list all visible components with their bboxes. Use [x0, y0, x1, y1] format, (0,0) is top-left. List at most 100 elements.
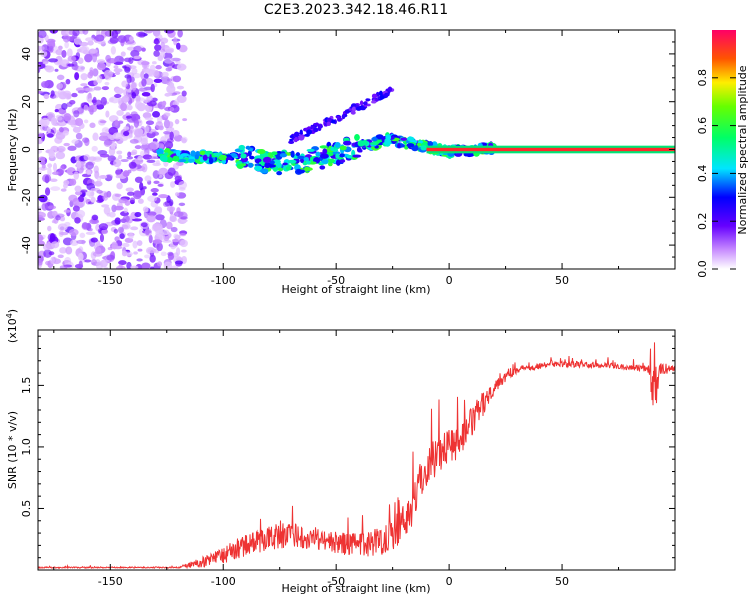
- noise-blob: [167, 167, 176, 176]
- noise-blob: [180, 249, 187, 253]
- track-blob: [385, 134, 392, 141]
- track-blob: [262, 156, 272, 164]
- noise-blob: [131, 92, 137, 99]
- noise-blob: [172, 75, 182, 83]
- track-blob: [322, 148, 328, 155]
- noise-blob: [46, 127, 51, 133]
- noise-blob: [105, 110, 110, 118]
- noise-blob: [103, 69, 113, 79]
- noise-blob: [117, 226, 124, 234]
- noise-blob: [154, 206, 163, 214]
- noise-blob: [85, 37, 95, 42]
- noise-blob: [113, 228, 118, 234]
- noise-blob: [99, 120, 107, 124]
- noise-blob: [128, 161, 137, 169]
- noise-blob: [80, 73, 88, 81]
- noise-blob: [120, 102, 128, 112]
- noise-blob: [153, 50, 160, 57]
- noise-blob: [152, 61, 157, 65]
- noise-blob: [38, 149, 43, 154]
- noise-blob: [47, 233, 57, 242]
- track-blob: [236, 161, 243, 165]
- noise-blob: [58, 83, 64, 89]
- track-blob: [411, 145, 419, 152]
- noise-blob: [93, 79, 98, 86]
- noise-blob: [85, 161, 94, 170]
- noise-blob: [158, 193, 168, 199]
- branch-blob: [307, 126, 311, 130]
- noise-blob: [123, 126, 130, 131]
- noise-blob: [43, 249, 52, 258]
- track-blob: [264, 162, 271, 169]
- branch-blob: [379, 90, 383, 96]
- noise-blob: [38, 133, 44, 138]
- spec-ytick-label: 20: [20, 95, 33, 109]
- snr-ytick-label: 1.0: [20, 438, 33, 456]
- track-blob: [343, 140, 352, 146]
- track-blob: [335, 159, 341, 166]
- noise-blob: [156, 242, 163, 252]
- noise-blob: [160, 37, 169, 44]
- noise-blob: [156, 261, 163, 267]
- noise-blob: [65, 78, 71, 85]
- colorbar: 0.0 0.2 0.4 0.6 0.8 Normalized spectral ampl…: [696, 30, 749, 278]
- noise-blob: [71, 139, 79, 144]
- track-blob: [245, 145, 251, 150]
- noise-blob: [98, 135, 109, 142]
- noise-blob: [141, 262, 151, 269]
- noise-blob: [42, 243, 51, 251]
- noise-blob: [133, 55, 141, 60]
- noise-blob: [38, 259, 43, 266]
- track-blob: [339, 145, 347, 151]
- noise-blob: [92, 132, 99, 141]
- track-blob: [225, 157, 233, 161]
- noise-blob: [76, 239, 86, 244]
- noise-blob: [89, 69, 94, 77]
- track-blob: [346, 154, 353, 159]
- noise-blob: [172, 162, 179, 170]
- noise-blob: [52, 162, 58, 172]
- noise-blob: [91, 214, 99, 221]
- noise-blob: [48, 58, 58, 63]
- carrier-line-core: [426, 147, 675, 152]
- noise-blob: [94, 180, 103, 187]
- noise-blob: [147, 248, 157, 254]
- noise-blob: [47, 167, 52, 177]
- noise-blob: [56, 115, 63, 121]
- noise-blob: [88, 156, 97, 162]
- noise-blob: [42, 61, 49, 65]
- noise-blob: [115, 169, 122, 175]
- noise-blob: [114, 193, 122, 198]
- noise-blob: [140, 222, 148, 228]
- branch-blob: [313, 122, 319, 126]
- track-blob: [254, 165, 263, 172]
- branch-blob: [350, 103, 357, 109]
- noise-blob: [74, 217, 81, 224]
- noise-blob: [126, 75, 132, 84]
- noise-blob: [155, 214, 165, 221]
- noise-blob: [62, 130, 69, 136]
- noise-blob: [146, 214, 156, 223]
- track-blob: [407, 136, 413, 142]
- noise-blob: [43, 93, 50, 100]
- noise-blob: [38, 234, 44, 243]
- spec-ytick-label: 0: [20, 146, 33, 153]
- noise-blob: [64, 41, 69, 49]
- snr-xtick-label: 0: [446, 575, 453, 588]
- noise-blob: [173, 211, 184, 217]
- noise-blob: [104, 139, 113, 146]
- noise-blob: [104, 81, 110, 86]
- noise-blob: [89, 122, 96, 129]
- spectrogram-x-axis-label: Height of straight line (km): [281, 283, 430, 296]
- noise-blob: [108, 147, 116, 156]
- noise-blob: [119, 233, 125, 240]
- noise-blob: [67, 63, 75, 67]
- noise-blob: [123, 57, 132, 63]
- branch-blob: [317, 124, 323, 129]
- noise-blob: [86, 170, 92, 175]
- noise-blob: [49, 178, 58, 182]
- branch-blob: [371, 93, 378, 99]
- track-blob: [309, 156, 314, 163]
- noise-blob: [68, 194, 78, 203]
- branch-blob: [351, 106, 357, 112]
